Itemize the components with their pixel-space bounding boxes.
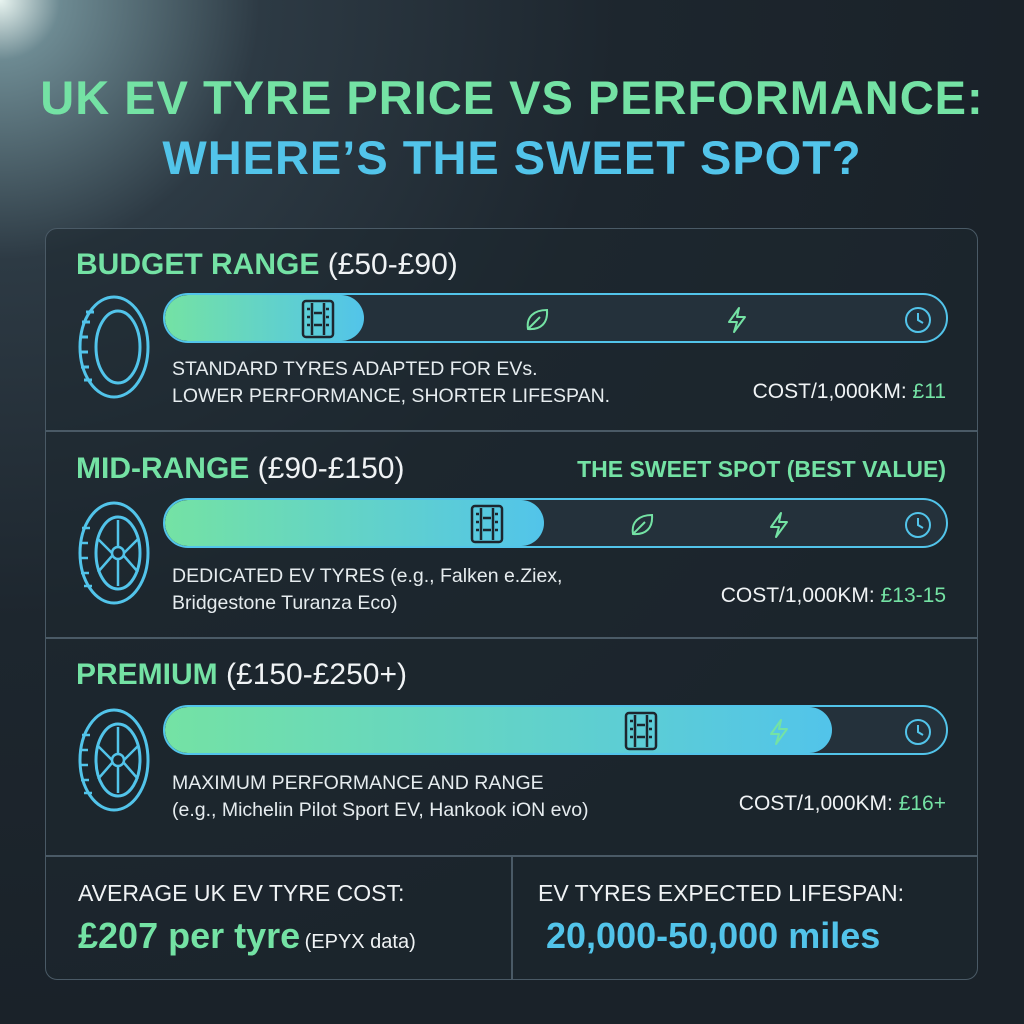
separator <box>511 855 513 979</box>
progress-fill <box>165 707 832 753</box>
tier-name: PREMIUM <box>76 658 218 691</box>
desc-line: DEDICATED EV TYRES (e.g., Falken e.Ziex, <box>172 565 563 587</box>
desc-line: Bridgestone Turanza Eco) <box>172 592 398 614</box>
tier-cost: COST/1,000KM: £16+ <box>739 792 946 816</box>
tier-price: (£50-£90) <box>327 248 458 281</box>
cost-value: £13-15 <box>880 584 946 607</box>
tier-description: MAXIMUM PERFORMANCE AND RANGE (e.g., Mich… <box>172 770 589 824</box>
title-line: UK EV TYRE PRICE VS PERFORMANCE: <box>40 71 984 124</box>
tier-description: STANDARD TYRES ADAPTED FOR EVs. LOWER PER… <box>172 356 610 410</box>
title-line: WHERE’S THE SWEET SPOT? <box>162 131 862 184</box>
leaf-icon <box>627 510 657 540</box>
tread-icon <box>470 504 504 544</box>
footer-value: 20,000-50,000 miles <box>546 915 881 956</box>
desc-line: LOWER PERFORMANCE, SHORTER LIFESPAN. <box>172 385 611 407</box>
desc-line: STANDARD TYRES ADAPTED FOR EVs. <box>172 358 538 380</box>
cost-label: COST/1,000KM: <box>738 792 893 815</box>
leaf-icon <box>522 305 552 335</box>
tread-icon <box>301 299 335 339</box>
clock-icon <box>903 305 933 335</box>
desc-line: (e.g., Michelin Pilot Sport EV, Hankook … <box>172 799 589 821</box>
tier-name: MID-RANGE <box>76 452 250 485</box>
tier-heading: MID-RANGE (£90-£150) <box>76 452 404 486</box>
footer-value: £207 per tyre <box>78 915 301 956</box>
footer-label: EV TYRES EXPECTED LIFESPAN: <box>538 880 904 906</box>
progress-track <box>163 498 948 548</box>
panel <box>45 228 978 980</box>
footer-label: AVERAGE UK EV TYRE COST: <box>78 880 405 906</box>
tyre-icon <box>72 292 152 402</box>
separator <box>46 430 977 432</box>
bolt-icon <box>722 305 752 335</box>
progress-fill <box>165 295 364 341</box>
cost-value: £11 <box>912 380 946 403</box>
progress-track <box>163 293 948 343</box>
tyre-icon <box>72 705 152 815</box>
tier-heading: PREMIUM (£150-£250+) <box>76 658 407 692</box>
separator <box>46 637 977 639</box>
bolt-icon <box>764 717 794 747</box>
tier-cost: COST/1,000KM: £13-15 <box>721 584 946 608</box>
desc-line: MAXIMUM PERFORMANCE AND RANGE <box>172 772 544 794</box>
cost-label: COST/1,000KM: <box>752 380 907 403</box>
tier-price: (£150-£250+) <box>226 658 407 691</box>
tread-icon <box>624 711 658 751</box>
tier-price: (£90-£150) <box>257 452 405 485</box>
progress-track <box>163 705 948 755</box>
clock-icon <box>903 510 933 540</box>
tyre-icon <box>72 498 152 608</box>
tier-name: BUDGET RANGE <box>76 248 320 281</box>
tier-cost: COST/1,000KM: £11 <box>753 380 946 404</box>
bolt-icon <box>764 510 794 540</box>
footer-note: (EPYX data) <box>304 931 416 953</box>
tier-description: DEDICATED EV TYRES (e.g., Falken e.Ziex,… <box>172 563 562 617</box>
tier-heading: BUDGET RANGE (£50-£90) <box>76 248 458 282</box>
clock-icon <box>903 717 933 747</box>
cost-value: £16+ <box>898 792 946 815</box>
badge: THE SWEET SPOT (BEST VALUE) <box>577 456 946 482</box>
cost-label: COST/1,000KM: <box>720 584 875 607</box>
footer-value-row: £207 per tyre (EPYX data) <box>78 915 416 957</box>
